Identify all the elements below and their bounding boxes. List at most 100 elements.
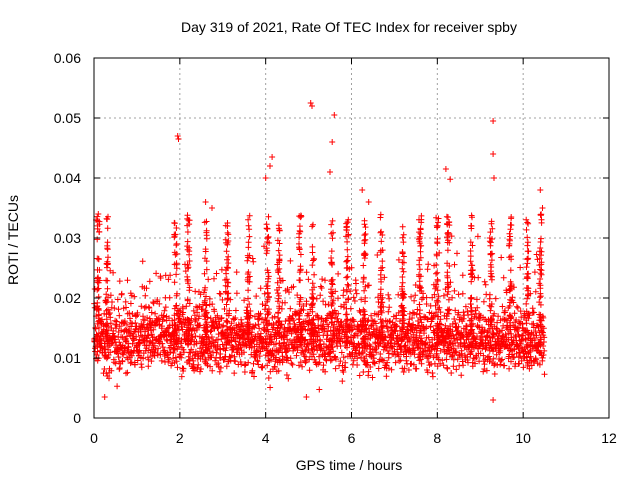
data-point [203,235,210,242]
data-point [283,372,290,378]
data-point [517,264,524,271]
data-point [206,295,213,302]
data-point [259,316,265,323]
data-point [104,285,111,292]
data-point [523,226,530,233]
data-point [144,314,151,321]
data-point [278,305,285,312]
data-point [107,349,114,356]
data-point [183,303,190,310]
data-point [329,217,336,224]
data-point [287,305,294,312]
data-point [343,258,350,265]
data-point [491,371,498,377]
data-point [309,290,316,297]
data-point [150,326,157,333]
data-point [288,360,295,367]
data-point [344,281,351,288]
data-point [444,247,451,254]
data-point [374,252,381,258]
data-point [250,258,257,265]
data-point [488,303,495,310]
data-point [305,276,312,283]
data-point [285,375,292,382]
data-point [279,359,286,366]
data-point [134,309,141,316]
data-point [231,353,238,360]
data-point [279,277,286,284]
data-point [400,259,407,266]
data-point [288,330,295,337]
data-point [524,219,531,226]
data-point [507,267,514,274]
data-point [218,315,225,322]
data-point [208,334,215,340]
data-point [150,299,157,306]
data-point [246,212,253,219]
data-point [356,372,363,379]
data-point [186,251,193,258]
data-point [252,322,259,329]
data-point [142,292,149,299]
data-point [241,297,248,304]
data-point [451,287,458,294]
data-point [127,360,134,367]
data-point [429,373,436,380]
data-point [539,205,546,211]
data-point [322,277,328,284]
data-point [332,365,339,372]
data-point [194,309,201,316]
data-point [470,355,477,362]
data-point [173,240,180,247]
data-point [524,239,531,246]
data-point [400,253,407,260]
data-point [399,279,406,286]
data-point [122,326,129,333]
data-point [480,298,487,305]
data-point [192,333,199,340]
data-point [180,309,187,316]
data-point [339,378,346,385]
data-point [290,317,297,324]
data-point [128,352,135,359]
data-point [199,353,206,360]
data-point [128,323,135,330]
data-point [282,299,288,306]
data-point [220,322,227,329]
data-point [136,347,143,354]
data-point [352,287,359,293]
data-point [223,276,230,283]
data-point [217,346,224,353]
data-point [241,362,248,369]
data-point [267,163,273,169]
data-point [157,275,164,281]
data-point [327,357,334,364]
data-point [524,234,531,241]
data-point [113,318,120,325]
data-point [481,278,488,285]
data-point [501,362,508,369]
y-tick-label: 0.02 [54,290,81,306]
data-point [119,357,126,364]
data-point [329,235,336,242]
data-point [211,308,218,315]
data-point [412,292,419,299]
data-point [209,205,215,211]
data-point [359,187,366,193]
data-point [196,313,203,320]
data-point [344,273,351,280]
data-point [360,274,367,281]
data-point [154,297,161,303]
data-point [145,363,152,370]
data-point [537,266,544,273]
data-point [297,251,304,258]
data-point [298,343,305,349]
data-point [399,274,406,280]
data-point [293,343,300,350]
data-point [146,305,153,311]
data-point [244,257,251,264]
data-point [275,367,282,374]
data-point [127,315,133,322]
data-point [271,364,278,370]
data-point [361,308,368,315]
